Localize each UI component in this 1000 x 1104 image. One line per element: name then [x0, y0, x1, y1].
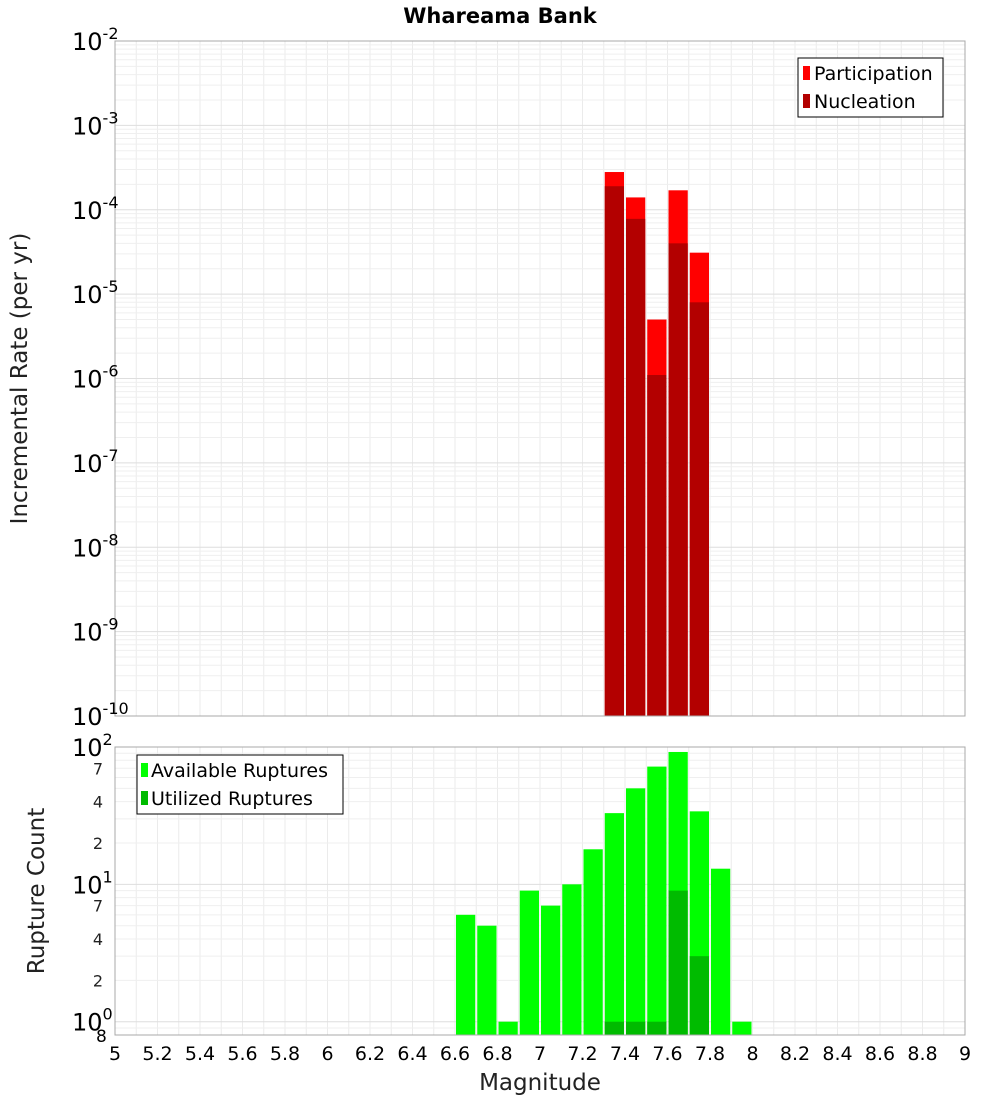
- bar-utilized-ruptures: [647, 1021, 667, 1035]
- legend-rate: Participation Nucleation: [797, 57, 944, 118]
- y-tick-label: 10-5: [72, 277, 119, 309]
- x-tick-label: 5.2: [142, 1043, 172, 1065]
- y-tick-label: 10-4: [72, 193, 119, 225]
- x-axis-label: Magnitude: [479, 1070, 601, 1096]
- bar-available-ruptures: [477, 925, 497, 1035]
- x-tick-label: 8: [746, 1043, 758, 1065]
- x-tick-label: 6.2: [355, 1043, 385, 1065]
- y-axis-label-count: Rupture Count: [24, 808, 50, 974]
- bar-nucleation: [604, 186, 624, 716]
- bar-nucleation: [626, 218, 646, 716]
- legend-swatch: [803, 94, 810, 108]
- bar-utilized-ruptures: [668, 890, 688, 1035]
- x-tick-label: 5.6: [227, 1043, 257, 1065]
- y-minor-tick-label: 7: [93, 897, 103, 916]
- x-tick-label: 7.6: [652, 1043, 682, 1065]
- bar-available-ruptures: [732, 1021, 752, 1035]
- y-axis-label-rate: Incremental Rate (per yr): [7, 233, 33, 525]
- y-minor-tick-label: 2: [93, 834, 103, 853]
- x-tick-label: 9: [959, 1043, 971, 1065]
- x-tick-label: 7.2: [567, 1043, 597, 1065]
- legend-box: [797, 57, 944, 118]
- rate-panel: 10-2 10-3 10-4 10-5 10-6 10-7 10-8 10-9 10-10: [72, 24, 966, 731]
- x-tick-label: 5: [109, 1043, 121, 1065]
- x-tick-label: 7.8: [695, 1043, 725, 1065]
- y-tick-label: 10-6: [72, 362, 119, 394]
- x-tick-label: 8.8: [907, 1043, 937, 1065]
- x-tick-label: 8.4: [822, 1043, 852, 1065]
- legend-count: Available Ruptures Utilized Ruptures: [136, 754, 344, 815]
- y-minor-tick-label: 4: [93, 930, 103, 949]
- bar-available-ruptures: [519, 890, 539, 1035]
- x-tick-label: 5.4: [185, 1043, 215, 1065]
- bar-nucleation: [668, 243, 688, 717]
- y-tick-label: 100: [72, 1005, 113, 1037]
- count-panel: 102 101 100: [72, 730, 966, 1037]
- y-tick-label: 10-8: [72, 530, 119, 562]
- bar-available-ruptures: [583, 849, 603, 1035]
- x-tick-label: 8.2: [780, 1043, 810, 1065]
- y-bottom-tick-label: 8: [96, 1027, 107, 1047]
- y-minor-tick-label: 7: [93, 759, 103, 778]
- bar-available-ruptures: [498, 1021, 518, 1035]
- y-tick-label: 10-10: [72, 699, 129, 731]
- count-panel-frame: [114, 746, 966, 1036]
- legend-swatch: [141, 791, 148, 805]
- x-tick-label: 8.6: [865, 1043, 895, 1065]
- bar-available-ruptures: [626, 788, 646, 1035]
- legend-swatch: [141, 763, 148, 777]
- legend-label: Participation: [814, 63, 933, 85]
- y-minor-tick-label: 2: [93, 971, 103, 990]
- x-tick-label: 6.8: [482, 1043, 512, 1065]
- x-tick-label: 6.6: [440, 1043, 470, 1065]
- x-tick-label: 6.4: [397, 1043, 427, 1065]
- bar-available-ruptures: [456, 914, 476, 1035]
- legend-label: Nucleation: [814, 91, 916, 113]
- x-tick-label: 5.8: [270, 1043, 300, 1065]
- bar-available-ruptures: [541, 905, 561, 1035]
- rate-panel-frame: [114, 40, 966, 717]
- y-tick-label: 10-2: [72, 24, 119, 56]
- bar-utilized-ruptures: [626, 1021, 646, 1035]
- y-tick-label: 101: [72, 867, 113, 899]
- bar-available-ruptures: [647, 766, 667, 1035]
- bar-nucleation: [689, 302, 709, 716]
- bar-utilized-ruptures: [689, 956, 709, 1035]
- legend-label: Utilized Ruptures: [151, 788, 313, 810]
- bar-nucleation: [647, 375, 667, 716]
- legend-box: [136, 754, 344, 815]
- x-tick-label: 6: [321, 1043, 333, 1065]
- bar-available-ruptures: [711, 868, 731, 1035]
- legend-label: Available Ruptures: [151, 760, 328, 782]
- bar-utilized-ruptures: [604, 1021, 624, 1035]
- y-tick-label: 102: [72, 730, 113, 762]
- x-tick-label: 7: [534, 1043, 546, 1065]
- y-tick-label: 10-9: [72, 615, 119, 647]
- chart-title: Whareama Bank: [403, 4, 598, 28]
- legend-swatch: [803, 66, 810, 80]
- bar-available-ruptures: [562, 884, 582, 1035]
- bar-available-ruptures: [604, 813, 624, 1035]
- y-minor-tick-label: 4: [93, 793, 103, 812]
- y-tick-label: 10-7: [72, 446, 119, 478]
- y-tick-label: 10-3: [72, 108, 119, 140]
- x-tick-label: 7.4: [610, 1043, 640, 1065]
